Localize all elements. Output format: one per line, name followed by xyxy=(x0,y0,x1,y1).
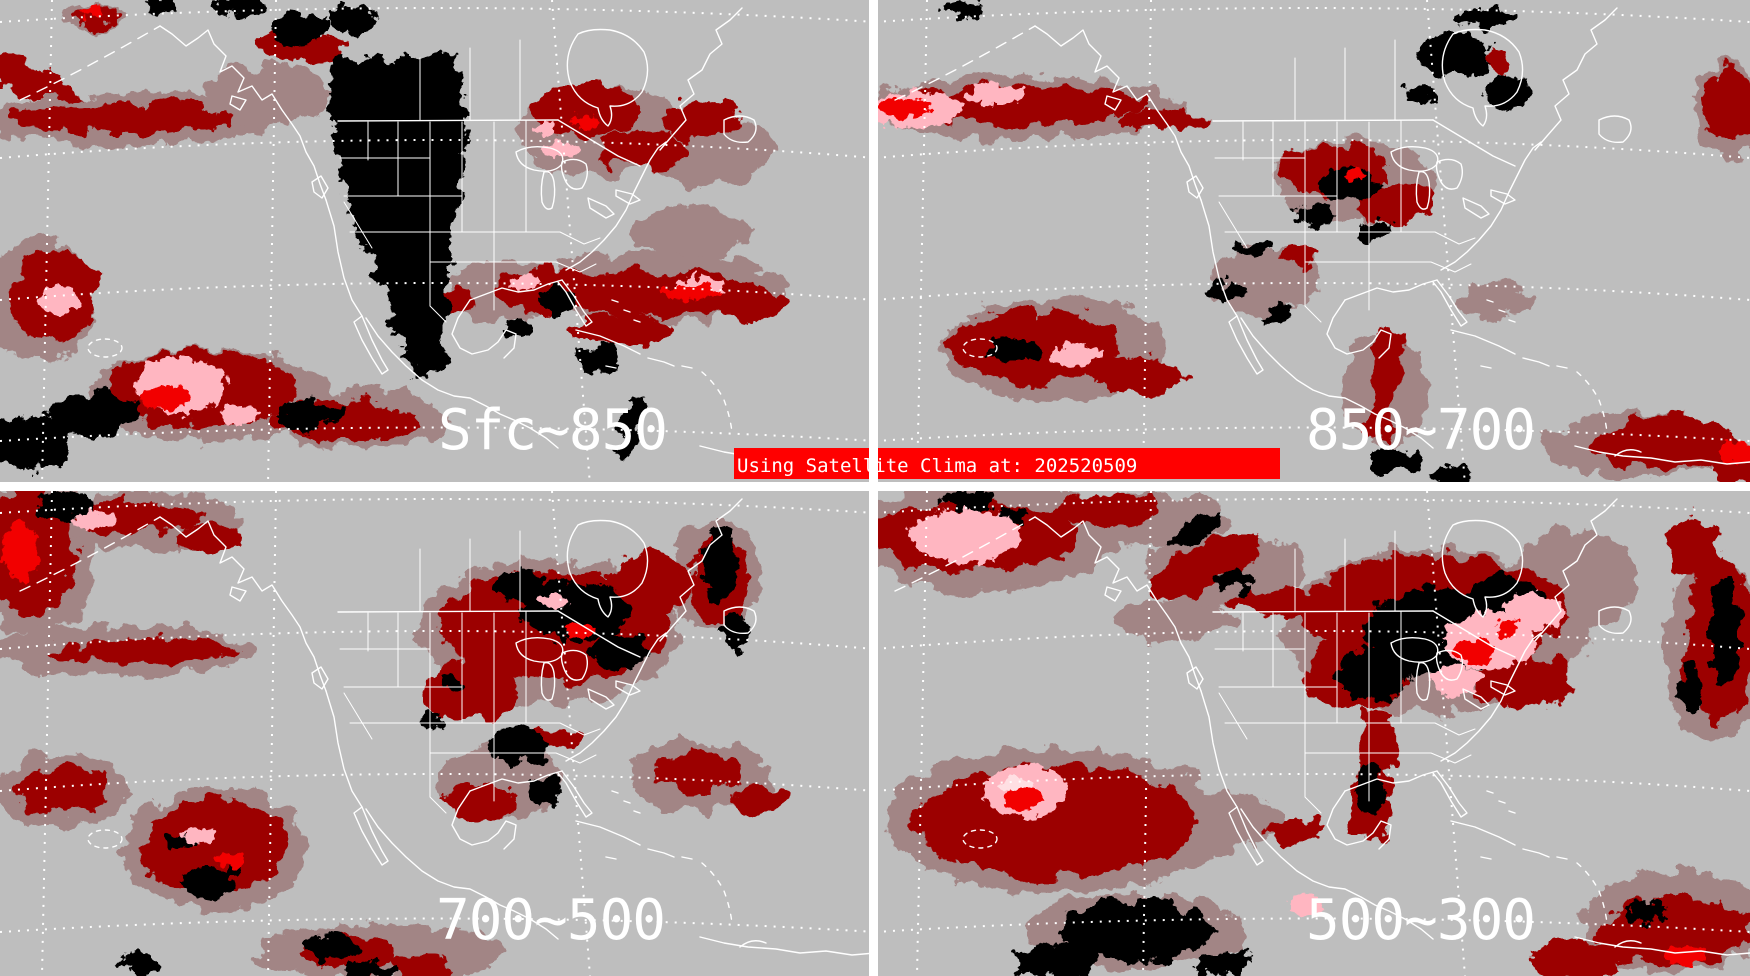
panel-label-850-700: 850~700 xyxy=(1306,398,1536,463)
panel-label-700-500: 700~500 xyxy=(436,888,666,953)
panel-divider-horizontal xyxy=(0,482,1750,491)
panel-500-300 xyxy=(875,491,1750,976)
panel-sfc-850 xyxy=(0,0,875,483)
status-banner-text: Using Satellite Clima at: 202520509 xyxy=(737,455,1138,477)
panel-label-500-300: 500~300 xyxy=(1306,888,1536,953)
status-banner: Using Satellite Clima at: 202520509 xyxy=(734,448,1280,479)
panel-label-sfc-850: Sfc~850 xyxy=(438,398,668,463)
panel-700-500 xyxy=(0,491,875,976)
panel-850-700 xyxy=(875,0,1750,483)
